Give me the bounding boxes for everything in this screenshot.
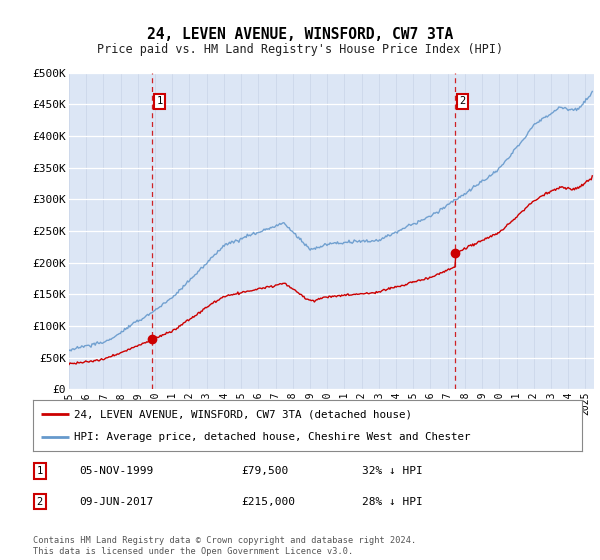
Text: 28% ↓ HPI: 28% ↓ HPI <box>362 497 423 507</box>
Text: £215,000: £215,000 <box>242 497 296 507</box>
Text: £79,500: £79,500 <box>242 466 289 476</box>
Text: 1: 1 <box>37 466 43 476</box>
Text: 09-JUN-2017: 09-JUN-2017 <box>80 497 154 507</box>
Text: Contains HM Land Registry data © Crown copyright and database right 2024.
This d: Contains HM Land Registry data © Crown c… <box>33 536 416 556</box>
Text: 2: 2 <box>37 497 43 507</box>
Text: HPI: Average price, detached house, Cheshire West and Chester: HPI: Average price, detached house, Ches… <box>74 432 470 442</box>
Text: 2: 2 <box>460 96 466 106</box>
Text: 1: 1 <box>157 96 163 106</box>
Text: 05-NOV-1999: 05-NOV-1999 <box>80 466 154 476</box>
Text: Price paid vs. HM Land Registry's House Price Index (HPI): Price paid vs. HM Land Registry's House … <box>97 43 503 56</box>
Text: 24, LEVEN AVENUE, WINSFORD, CW7 3TA: 24, LEVEN AVENUE, WINSFORD, CW7 3TA <box>147 27 453 42</box>
Text: 32% ↓ HPI: 32% ↓ HPI <box>362 466 423 476</box>
Text: 24, LEVEN AVENUE, WINSFORD, CW7 3TA (detached house): 24, LEVEN AVENUE, WINSFORD, CW7 3TA (det… <box>74 409 412 419</box>
